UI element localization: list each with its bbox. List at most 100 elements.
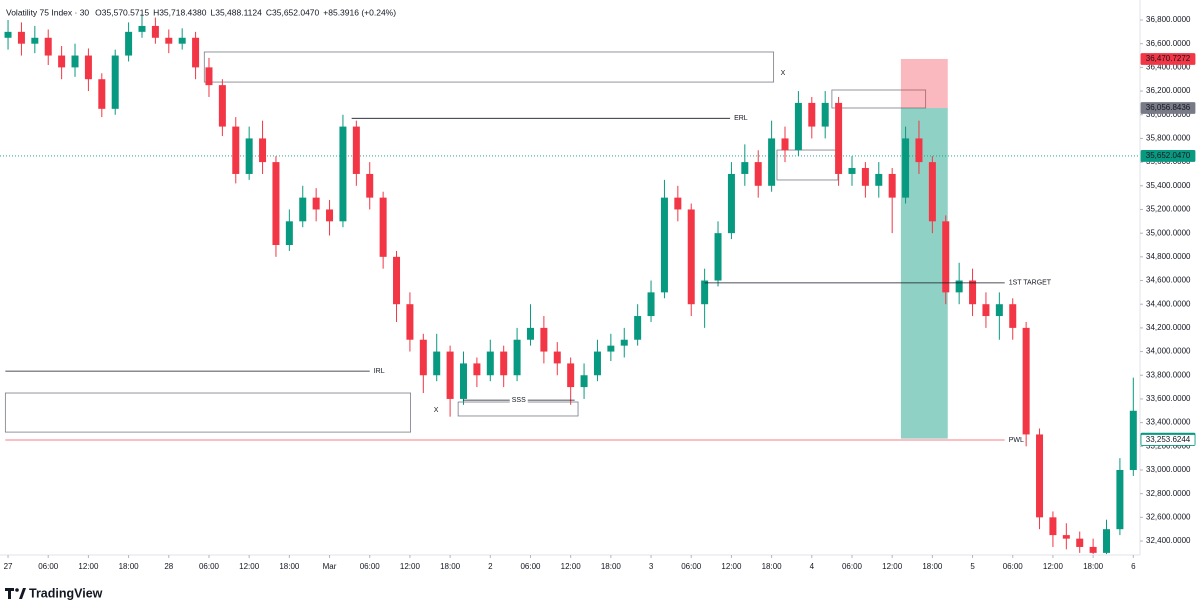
x-tick-label: 3: [649, 562, 654, 571]
candle-body: [714, 233, 722, 281]
price-tag: [1140, 434, 1196, 446]
ohlc-value: H35,718.4380: [153, 7, 207, 17]
candle-body: [1022, 327, 1030, 435]
x-tick-label: 18:00: [922, 562, 943, 571]
x-tick-label: 06:00: [520, 562, 541, 571]
candle-body: [446, 351, 454, 399]
candle-body: [928, 162, 936, 222]
x-tick-label: 06:00: [199, 562, 220, 571]
x-tick-label: 12:00: [239, 562, 260, 571]
candle-body: [151, 25, 159, 38]
candle-body: [982, 304, 990, 317]
y-tick-label: 32,800.0000: [1146, 489, 1191, 498]
candle-body: [634, 316, 642, 340]
sweep-mark: X: [434, 407, 439, 414]
y-tick-label: 33,000.0000: [1146, 465, 1191, 474]
candle-body: [888, 173, 896, 198]
candle-body: [754, 162, 762, 186]
price-tag-label: 36,470.7272: [1146, 54, 1191, 63]
candle-body: [285, 221, 293, 245]
y-tick-label: 33,600.0000: [1146, 394, 1191, 403]
x-tick-label: 5: [970, 562, 975, 571]
price-tag: [1140, 102, 1196, 114]
candle-body: [701, 280, 709, 305]
candle-body: [861, 168, 869, 186]
x-tick-label: 12:00: [561, 562, 582, 571]
candle-body: [500, 351, 508, 376]
y-tick-label: 36,800.0000: [1146, 15, 1191, 24]
candle-body: [17, 31, 25, 44]
candle-body: [31, 37, 39, 44]
y-tick-label: 35,400.0000: [1146, 181, 1191, 190]
candle-body: [138, 25, 146, 32]
level-label: 1ST TARGET: [1009, 280, 1052, 287]
candle-body: [245, 138, 253, 174]
candle-body: [259, 138, 267, 163]
y-tick-label: 32,400.0000: [1146, 536, 1191, 545]
y-tick-label: 34,200.0000: [1146, 323, 1191, 332]
y-tick-label: 35,200.0000: [1146, 205, 1191, 214]
stop-zone: [900, 59, 948, 109]
sweep-mark: X: [781, 70, 786, 77]
ohlc-value: O35,570.5715: [95, 7, 149, 17]
candle-body: [98, 79, 106, 109]
candle-body: [71, 55, 79, 68]
candle-body: [473, 363, 481, 376]
x-tick-label: 27: [4, 562, 13, 571]
price-tag-label: 35,652.0470: [1146, 151, 1191, 160]
x-tick-label: 12:00: [400, 562, 421, 571]
y-tick-label: 34,800.0000: [1146, 252, 1191, 261]
candle-body: [419, 339, 427, 376]
candle-body: [218, 85, 226, 127]
candle-body: [727, 173, 735, 234]
candle-body: [111, 55, 119, 109]
y-tick-label: 33,200.0000: [1146, 441, 1191, 450]
ohlc-value: C35,652.0470: [266, 7, 320, 17]
candle-body: [486, 351, 494, 376]
candle-body: [915, 138, 923, 163]
y-tick-label: 32,600.0000: [1146, 512, 1191, 521]
level-label: SSS: [512, 397, 526, 404]
y-tick-label: 33,400.0000: [1146, 418, 1191, 427]
header: Volatility 75 Index · 30 O35,570.5715 H35…: [6, 7, 396, 17]
x-tick-label: 4: [810, 562, 815, 571]
x-tick-label: Mar: [323, 562, 337, 571]
candle-body: [433, 351, 441, 376]
x-tick-label: 28: [164, 562, 173, 571]
candle-body: [272, 162, 280, 245]
candle-body: [326, 209, 334, 222]
candle-body: [647, 292, 655, 317]
y-tick-label: 35,000.0000: [1146, 228, 1191, 237]
y-tick-label: 36,600.0000: [1146, 39, 1191, 48]
candle-body: [835, 102, 843, 174]
x-tick-label: 12:00: [78, 562, 99, 571]
candle-body: [526, 327, 534, 340]
candle-body: [125, 31, 133, 56]
candle-body: [620, 339, 628, 346]
candle-body: [969, 280, 977, 305]
candle-body: [393, 256, 401, 305]
price-tag: [1140, 53, 1196, 65]
candle-body: [379, 197, 387, 257]
x-tick-label: 18:00: [279, 562, 300, 571]
x-tick-label: 12:00: [882, 562, 903, 571]
x-tick-label: 06:00: [360, 562, 381, 571]
candle-body: [1089, 546, 1097, 553]
x-tick-label: 06:00: [681, 562, 702, 571]
candle-body: [875, 173, 883, 186]
candle-body: [567, 363, 575, 388]
x-tick-label: 12:00: [1043, 562, 1064, 571]
candle-body: [848, 168, 856, 174]
price-tag-label: 36,056.8436: [1146, 103, 1191, 112]
zone-box: [831, 89, 927, 109]
zone-box: [4, 392, 411, 433]
candle-body: [460, 363, 468, 399]
x-tick-label: 2: [488, 562, 493, 571]
candle-body: [794, 102, 802, 151]
candle-body: [660, 197, 668, 293]
candle-body: [1062, 535, 1070, 539]
y-tick-label: 35,800.0000: [1146, 134, 1191, 143]
y-tick-label: 36,400.0000: [1146, 62, 1191, 71]
